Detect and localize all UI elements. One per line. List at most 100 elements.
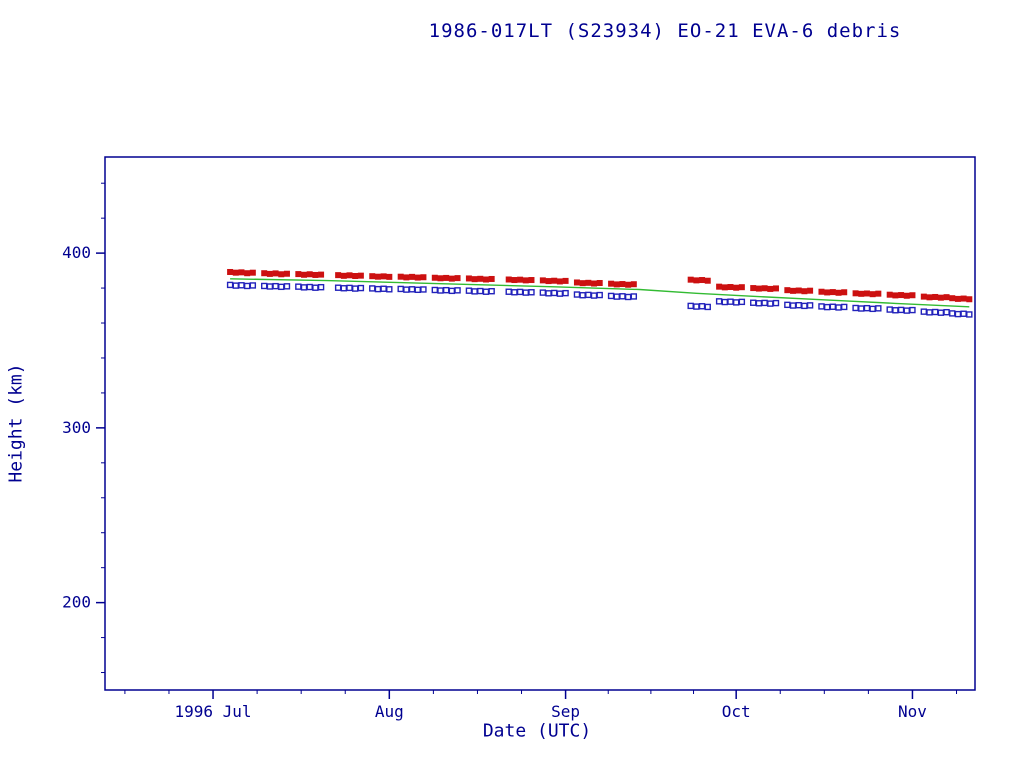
open-square: [698, 303, 706, 310]
open-square: [471, 288, 478, 295]
filled-square: [875, 290, 882, 297]
open-square: [943, 308, 950, 316]
open-square: [693, 303, 700, 310]
open-square: [454, 287, 461, 294]
open-square: [829, 303, 837, 310]
open-square: [505, 288, 512, 295]
filled-square: [249, 269, 256, 276]
filled-square: [465, 275, 472, 282]
filled-square: [772, 285, 779, 292]
open-square: [408, 286, 416, 293]
filled-square: [335, 272, 342, 279]
filled-square: [420, 274, 427, 281]
filled-square: [966, 296, 973, 303]
filled-square: [852, 290, 859, 297]
open-square: [966, 311, 973, 318]
filled-square: [346, 272, 353, 279]
filled-square: [312, 271, 319, 278]
filled-square: [403, 274, 410, 281]
open-square: [243, 282, 251, 290]
open-square: [897, 306, 905, 314]
open-square: [238, 282, 245, 289]
filled-square: [437, 275, 444, 282]
open-square: [579, 292, 586, 299]
open-square: [761, 299, 768, 307]
open-square: [266, 283, 274, 290]
open-square: [767, 300, 774, 307]
open-square: [317, 283, 325, 291]
open-square: [403, 286, 410, 293]
filled-square: [841, 289, 848, 296]
open-square: [488, 288, 495, 295]
open-square: [607, 292, 615, 300]
filled-square: [522, 277, 529, 284]
open-square: [442, 286, 450, 294]
open-square: [937, 309, 945, 316]
open-square: [516, 288, 524, 296]
filled-square: [573, 279, 580, 286]
x-tick-label: Aug: [375, 702, 404, 721]
filled-square: [352, 273, 359, 280]
filled-square: [937, 294, 944, 301]
open-square: [869, 305, 876, 313]
x-axis-label: Date (UTC): [482, 720, 592, 742]
open-square: [437, 287, 444, 294]
filled-square: [539, 277, 546, 284]
filled-square: [761, 285, 768, 292]
open-square: [892, 307, 899, 314]
filled-square: [687, 276, 694, 283]
filled-square: [801, 288, 808, 295]
x-tick-label: Nov: [898, 702, 927, 721]
filled-square: [727, 284, 734, 291]
open-square: [249, 282, 257, 289]
open-square: [784, 301, 791, 309]
plot-frame: [104, 156, 976, 691]
filled-square: [386, 273, 393, 280]
filled-square: [551, 277, 558, 284]
filled-square: [301, 271, 308, 278]
filled-square: [619, 281, 626, 288]
filled-square: [886, 291, 893, 298]
open-square: [528, 289, 535, 296]
open-square: [351, 285, 359, 292]
filled-square: [693, 277, 700, 284]
filled-square: [374, 273, 381, 280]
open-square: [704, 303, 711, 311]
filled-square: [704, 277, 711, 284]
filled-square: [517, 276, 524, 283]
open-square: [283, 283, 291, 290]
open-square: [687, 302, 694, 310]
filled-square: [227, 268, 234, 275]
filled-square: [784, 287, 791, 294]
open-square: [624, 293, 632, 301]
mean-height-line: [230, 278, 970, 308]
filled-square: [397, 273, 404, 280]
open-square: [300, 284, 308, 291]
filled-square: [511, 277, 518, 284]
open-square: [801, 302, 808, 310]
open-square: [539, 289, 547, 296]
open-square: [551, 289, 558, 297]
open-square: [721, 298, 729, 306]
filled-square: [596, 279, 603, 286]
filled-square: [409, 273, 416, 280]
filled-square: [733, 284, 740, 291]
filled-square: [755, 285, 762, 292]
open-square: [414, 286, 421, 294]
open-square: [585, 291, 592, 299]
open-square: [357, 284, 365, 292]
x-tick-label: Oct: [722, 702, 751, 721]
y-tick-label: 300: [62, 418, 91, 437]
open-square: [590, 292, 598, 299]
open-square: [738, 298, 746, 306]
filled-square: [909, 292, 916, 299]
open-square: [818, 303, 825, 310]
y-tick-label: 400: [62, 243, 91, 262]
filled-square: [630, 281, 637, 288]
filled-square: [790, 287, 797, 294]
open-square: [823, 303, 831, 311]
filled-square: [545, 278, 552, 285]
filled-square: [414, 274, 421, 281]
